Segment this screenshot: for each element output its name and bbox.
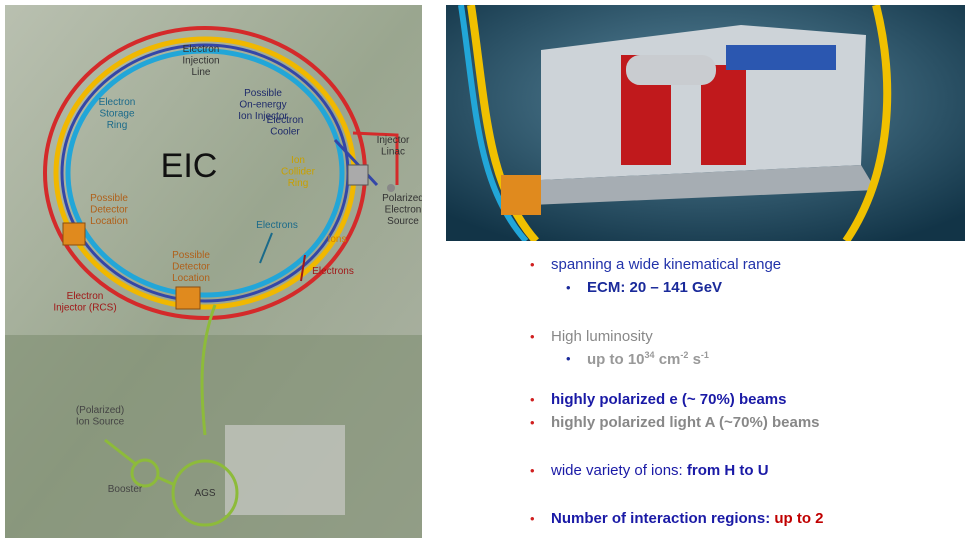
label-line: Ions (328, 234, 347, 245)
bullet-text: ECM: 20 – 141 GeV (587, 279, 722, 296)
bullet-text: spanning a wide kinematical range (551, 256, 781, 273)
label-line: AGS (194, 488, 215, 499)
label-line: EIC (161, 147, 218, 185)
detector (176, 287, 200, 309)
slide: ElectronInjectionLinePossibleOn-energyIo… (0, 0, 965, 539)
text-segment: spanning a wide kinematical range (551, 256, 781, 273)
label-line: Source (387, 216, 419, 227)
bullet-text: up to 1034 cm-2 s-1 (587, 350, 709, 368)
label-line: Electron (183, 44, 220, 55)
bullet-text: wide variety of ions: from H to U (551, 462, 769, 479)
bullet-marker: • (566, 351, 571, 366)
map-label: Booster (108, 484, 143, 495)
text-segment: s (688, 351, 701, 368)
bullet-marker: • (530, 329, 535, 344)
label-line: Detector (90, 205, 128, 216)
label-line: Electrons (312, 266, 354, 277)
label-line: Polarized (382, 193, 422, 204)
bullet-marker: • (530, 392, 535, 407)
bullet-text: Number of interaction regions: up to 2 (551, 510, 824, 527)
bullet-text: highly polarized light A (~70%) beams (551, 414, 820, 431)
label-line: Cooler (270, 127, 300, 138)
bullet-text: highly polarized e (~ 70%) beams (551, 391, 787, 408)
map-label: EIC (161, 147, 218, 185)
label-line: Injection (182, 56, 219, 67)
text-segment: High luminosity (551, 328, 653, 345)
map-label: PossibleDetectorLocation (172, 250, 210, 284)
text-segment: -1 (701, 350, 709, 360)
label-line: Injector (377, 135, 410, 146)
map-label: AGS (194, 488, 215, 499)
text-segment: highly polarized e (~ 70%) beams (551, 391, 787, 408)
label-line: Linac (381, 147, 405, 158)
label-line: Ring (107, 120, 128, 131)
text-segment: from H to U (687, 462, 769, 479)
label-line: Electron (385, 205, 422, 216)
text-segment: cm (655, 351, 681, 368)
map-label: Electrons (312, 266, 354, 277)
source (387, 184, 395, 192)
label-line: Electron (267, 115, 304, 126)
detector (501, 175, 541, 215)
map-label: Ions (328, 234, 347, 245)
label-line: Electrons (256, 220, 298, 231)
label-line: Collider (281, 167, 316, 178)
bullet-text: High luminosity (551, 328, 653, 345)
magnet-blue (726, 45, 836, 70)
text-segment: wide variety of ions: (551, 462, 687, 479)
label-line: Possible (90, 193, 128, 204)
label-line: Line (192, 67, 211, 78)
linac-coil (348, 165, 368, 185)
text-segment: ECM: 20 – 141 GeV (587, 279, 722, 296)
bullet-marker: • (530, 463, 535, 478)
map-label: (Polarized)Ion Source (76, 405, 125, 428)
label-line: Injector (RCS) (53, 303, 116, 314)
label-line: Booster (108, 484, 143, 495)
label-line: (Polarized) (76, 405, 124, 416)
text-segment: up to 2 (774, 510, 823, 527)
label-line: Electron (67, 291, 104, 302)
bullet-marker: • (566, 280, 571, 295)
label-line: Ion Source (76, 417, 125, 428)
text-segment: highly polarized light A (~70%) beams (551, 414, 820, 431)
buildings (225, 425, 345, 515)
label-line: Possible (244, 88, 282, 99)
label-line: Ring (288, 178, 309, 189)
text-segment: 34 (645, 350, 655, 360)
magnet-cryostat (626, 55, 716, 85)
label-line: On-energy (239, 100, 286, 111)
label-line: Storage (99, 109, 134, 120)
label-line: Detector (172, 262, 210, 273)
label-line: Electron (99, 97, 136, 108)
map-label: Electrons (256, 220, 298, 231)
label-line: Ion (291, 155, 305, 166)
label-line: Location (172, 273, 210, 284)
label-line: Possible (172, 250, 210, 261)
forest (5, 335, 422, 538)
bullet-marker: • (530, 511, 535, 526)
bullet-marker: • (530, 257, 535, 272)
text-segment: Number of interaction regions: (551, 510, 774, 527)
text-segment: up to 10 (587, 351, 645, 368)
label-line: Location (90, 216, 128, 227)
detector (63, 223, 85, 245)
tunnel-rendering (446, 5, 965, 241)
bullet-marker: • (530, 415, 535, 430)
